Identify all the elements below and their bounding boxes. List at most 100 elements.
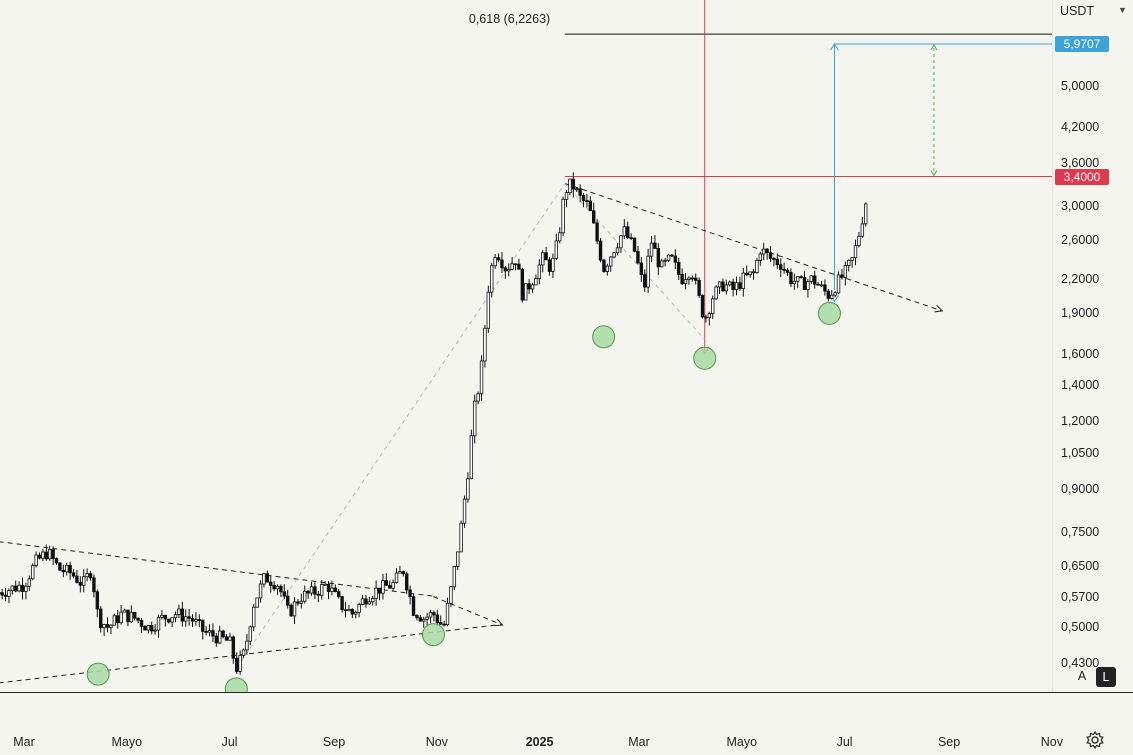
candle-body	[239, 655, 242, 671]
candle	[817, 282, 820, 286]
candle-body	[861, 224, 864, 236]
candlestick-series	[0, 172, 867, 674]
candle	[579, 184, 582, 202]
candle-body	[147, 625, 150, 630]
candle-body	[93, 578, 96, 592]
candle	[456, 552, 459, 570]
candle	[174, 612, 177, 623]
candle	[766, 248, 769, 260]
candle-body	[21, 585, 24, 591]
candle-body	[800, 277, 803, 278]
candle	[501, 252, 504, 273]
candle-body	[293, 602, 296, 616]
price-chart[interactable]: 0,618 (6,2263)	[0, 0, 1052, 692]
candle-body	[745, 273, 748, 275]
candle	[35, 551, 38, 567]
candle-body	[827, 291, 830, 298]
candle-body	[589, 201, 592, 211]
candle-body	[657, 248, 660, 266]
gear-icon[interactable]	[1085, 730, 1105, 750]
candle	[422, 617, 425, 628]
candle	[633, 237, 636, 252]
candle-body	[242, 650, 245, 655]
candle	[535, 275, 538, 286]
candle-body	[409, 590, 412, 597]
candle	[691, 275, 694, 281]
candle-body	[392, 583, 395, 589]
candle	[718, 281, 721, 294]
chart-canvas[interactable]	[0, 0, 1052, 692]
candle	[507, 263, 510, 276]
candle	[354, 610, 357, 618]
candle-body	[188, 617, 191, 619]
candle	[178, 605, 181, 618]
candle-body	[654, 243, 657, 248]
candle-body	[96, 592, 99, 609]
candle	[674, 249, 677, 269]
candle	[28, 575, 31, 590]
candle-body	[722, 282, 725, 291]
candle	[684, 273, 687, 289]
candle-body	[368, 602, 371, 604]
candle-body	[535, 279, 538, 285]
candle	[497, 253, 500, 262]
candle-body	[847, 260, 850, 265]
candle-body	[616, 248, 619, 253]
candle-body	[715, 287, 718, 299]
candle-body	[473, 401, 476, 436]
candle	[11, 585, 14, 594]
candle	[715, 285, 718, 300]
candle-body	[42, 552, 45, 558]
candle	[484, 325, 487, 367]
candle	[399, 566, 402, 573]
candle	[613, 252, 616, 258]
candle-body	[89, 574, 92, 578]
candle-body	[531, 285, 534, 289]
candle	[711, 296, 714, 320]
candle	[647, 249, 650, 293]
candle	[21, 578, 24, 600]
candle-body	[79, 582, 82, 585]
candle	[62, 565, 65, 578]
candle-body	[195, 619, 198, 621]
candle-body	[439, 622, 442, 624]
candle	[300, 594, 303, 609]
candle-body	[524, 284, 527, 300]
candle	[120, 605, 123, 625]
candle	[123, 609, 126, 613]
candle	[762, 243, 765, 260]
price-tick-label: 0,5700	[1061, 590, 1099, 604]
currency-selector[interactable]: USDT	[1060, 4, 1094, 18]
candle	[269, 576, 272, 592]
candle-body	[684, 280, 687, 284]
candle-body	[711, 299, 714, 314]
candle	[320, 580, 323, 599]
candle	[273, 581, 276, 591]
auto-scale-button[interactable]: A	[1073, 667, 1091, 685]
candle-body	[154, 630, 157, 631]
candle-body	[426, 617, 429, 619]
candle-body	[82, 577, 85, 586]
candle	[844, 262, 847, 286]
candle-body	[99, 609, 102, 628]
candle-body	[320, 584, 323, 595]
candle	[140, 618, 143, 633]
candle-body	[412, 597, 415, 616]
chevron-down-icon[interactable]: ▼	[1118, 5, 1127, 15]
candle	[303, 585, 306, 603]
candle-body	[793, 281, 796, 283]
candle	[378, 588, 381, 600]
candle-body	[460, 523, 463, 552]
candle-body	[647, 256, 650, 287]
log-scale-button[interactable]: L	[1096, 667, 1116, 687]
candle	[660, 259, 663, 268]
support-touch-circle	[422, 624, 444, 646]
candle-body	[314, 587, 317, 594]
candle-body	[259, 584, 262, 598]
time-tick-label: 2025	[526, 735, 554, 749]
candle	[851, 257, 854, 268]
candle-body	[596, 223, 599, 241]
candle	[4, 588, 7, 601]
